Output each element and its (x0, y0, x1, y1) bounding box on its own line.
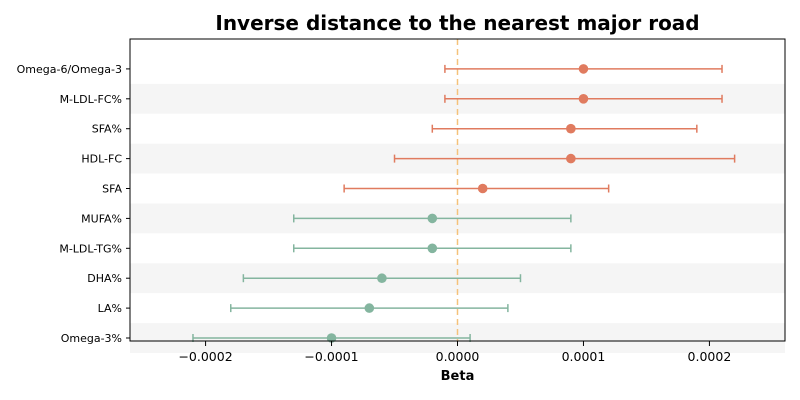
estimate-point (427, 213, 438, 224)
estimate-point (566, 123, 576, 134)
estimate-point (427, 243, 438, 254)
y-tick-label: M-LDL-FC% (60, 93, 122, 106)
x-axis-ticks: −0.0002 −0.0001 0.0000 0.0001 0.0002 (178, 341, 731, 364)
chart-title: Inverse distance to the nearest major ro… (215, 11, 699, 35)
estimate-point (377, 273, 387, 284)
estimate-point (578, 94, 589, 104)
y-tick-label: SFA% (92, 123, 122, 136)
y-tick-label: MUFA% (81, 212, 122, 225)
x-tick-label: 0.0000 (436, 349, 480, 364)
x-tick-label: −0.0002 (178, 349, 232, 364)
estimate-point (364, 303, 375, 313)
estimate-point (578, 64, 589, 74)
y-tick-label: Omega-3% (61, 332, 122, 345)
estimate-point (477, 183, 488, 194)
y-axis-ticks: Omega-6/Omega-3 M-LDL-FC% SFA% HDL-FC SFA MUF… (17, 63, 130, 345)
y-tick-label: M-LDL-TG% (59, 242, 122, 255)
y-tick-label: DHA% (87, 272, 122, 285)
x-tick-label: −0.0001 (304, 349, 358, 364)
x-tick-label: 0.0002 (688, 349, 732, 364)
y-tick-label: HDL-FC (81, 153, 122, 166)
x-axis-label: Beta (441, 369, 475, 384)
y-tick-label: LA% (98, 302, 122, 315)
estimate-points (326, 64, 589, 343)
estimate-point (566, 153, 576, 164)
y-tick-label: Omega-6/Omega-3 (17, 63, 122, 76)
y-tick-label: SFA (102, 183, 122, 196)
x-tick-label: 0.0001 (562, 349, 606, 364)
estimate-point (326, 333, 337, 343)
